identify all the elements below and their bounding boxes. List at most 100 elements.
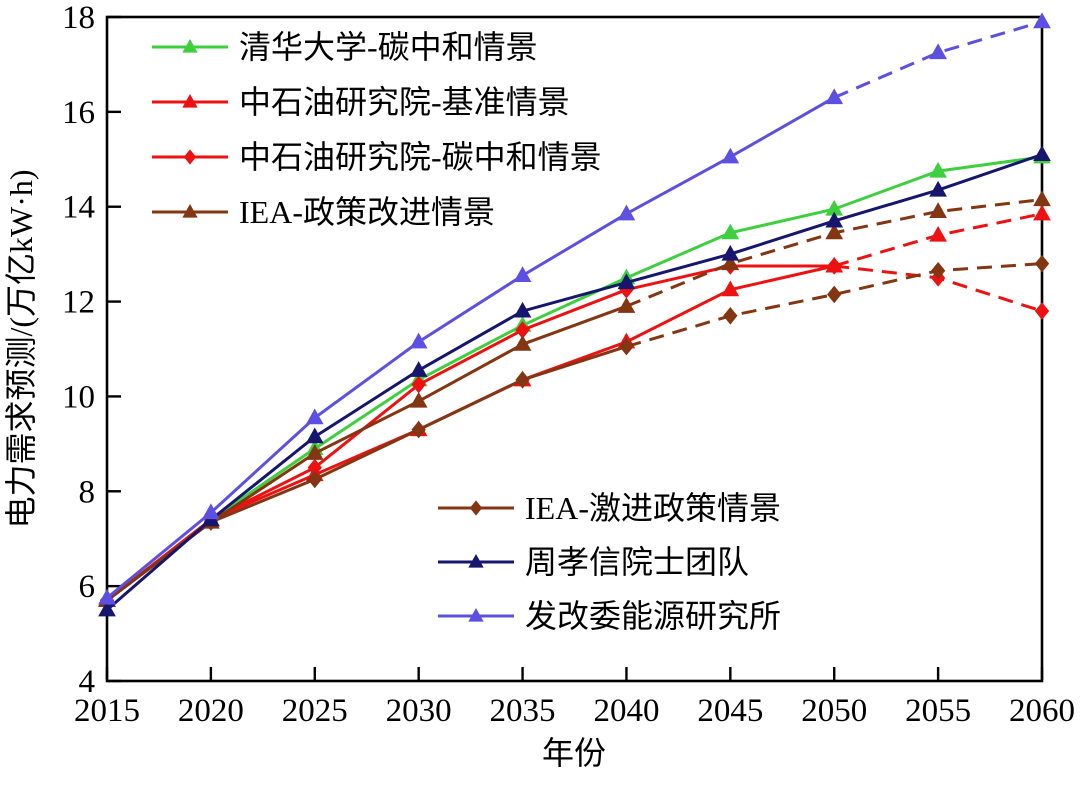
legend-bottom: IEA-激进政策情景 周孝信院士团队 发改委能源研究所 [436, 481, 781, 643]
diamond-marker [469, 500, 483, 516]
triangle-marker [825, 88, 844, 105]
triangle-marker [1033, 12, 1051, 29]
triangle-marker [513, 335, 532, 351]
legend-item-iea-policy: IEA-政策改进情景 [150, 184, 602, 239]
x-tick-label: 2050 [801, 693, 867, 729]
triangle-marker [929, 161, 947, 178]
triangle-marker [929, 225, 947, 242]
triangle-marker [721, 280, 740, 297]
series-line-dashed [625, 262, 1043, 349]
legend-label: 发改委能源研究所 [525, 598, 782, 634]
diamond-marker [1034, 254, 1050, 273]
legend-line-sample [152, 38, 228, 53]
y-tick-label: 12 [62, 285, 95, 321]
legend-line-sample [152, 148, 228, 165]
y-tick-label: 8 [79, 474, 96, 510]
y-tick-label: 16 [62, 95, 95, 131]
triangle-marker [98, 588, 116, 605]
triangle-marker [513, 301, 532, 318]
legend-label: 周孝信院士团队 [525, 544, 750, 580]
triangle-marker [305, 444, 324, 460]
triangle-marker [409, 332, 428, 349]
triangle-marker [721, 244, 740, 261]
triangle-marker [182, 203, 198, 218]
triangle-marker [409, 391, 428, 408]
triangle-marker [305, 427, 324, 444]
diamond-marker [723, 307, 738, 325]
legend-line-sample [152, 203, 228, 218]
triangle-marker [468, 608, 484, 622]
legend-item-cnpc-baseline: 中石油研究院-基准情景 [150, 74, 602, 129]
x-tick-label: 2025 [282, 693, 348, 729]
triangle-marker [1033, 145, 1051, 162]
triangle-marker [513, 266, 532, 282]
legend-item-iea-radical: IEA-激进政策情景 [436, 481, 781, 535]
diamond-marker [930, 261, 946, 280]
legend-line-sample [438, 608, 514, 622]
x-tick-label: 2020 [178, 693, 244, 729]
axis-frame [105, 15, 1044, 683]
diamond-marker [183, 148, 197, 165]
legend-item-ndrc: 发改委能源研究所 [436, 589, 781, 643]
diamond-marker [619, 337, 634, 356]
diamond-marker [827, 257, 842, 275]
triangle-marker [182, 93, 198, 108]
legend-label: IEA-激进政策情景 [525, 490, 781, 526]
triangle-marker [929, 202, 947, 218]
x-tick-label: 2045 [697, 693, 763, 729]
x-tick-label: 2035 [490, 693, 556, 729]
triangle-marker [1033, 190, 1051, 207]
triangle-marker [468, 554, 484, 568]
legend-label: 中石油研究院-碳中和情景 [239, 138, 602, 175]
legend-top: 清华大学-碳中和情景 中石油研究院-基准情景 中石油研究院-碳中和情景 IEA-… [150, 19, 602, 239]
diamond-marker [307, 470, 322, 489]
series-6 [98, 12, 1051, 605]
series-line-dashed [833, 20, 1043, 99]
legend-label: 清华大学-碳中和情景 [239, 28, 538, 65]
x-axis-title: 年份 [542, 735, 606, 771]
triangle-marker [1033, 204, 1051, 221]
triangle-marker [721, 254, 740, 271]
plot-area: 4 6 8 10 12 14 16 18 2015 2020 2025 2030 2035 2040 204… [62, 0, 1075, 729]
series-line-solid [106, 153, 1043, 612]
triangle-marker [825, 223, 844, 240]
triangle-marker [305, 408, 324, 425]
legend-line-sample [438, 554, 514, 568]
y-tick-label: 6 [79, 569, 96, 605]
legend-item-zhouxiaoxin: 周孝信院士团队 [436, 535, 781, 589]
triangle-marker [721, 147, 740, 164]
triangle-marker [617, 273, 636, 290]
series-5 [98, 145, 1051, 617]
triangle-marker [409, 361, 428, 377]
triangle-marker [98, 600, 116, 617]
triangle-marker [825, 211, 844, 228]
x-tick-label: 2040 [593, 693, 659, 729]
x-tick-label: 2060 [1009, 693, 1075, 729]
x-tick-label: 2055 [905, 693, 971, 729]
y-tick-label: 10 [62, 379, 95, 415]
legend-item-cnpc-carbon-neutral: 中石油研究院-碳中和情景 [150, 129, 602, 184]
series-line-solid [106, 96, 835, 600]
legend-line-sample [438, 500, 514, 516]
triangle-marker [929, 43, 947, 60]
legend-line-sample [152, 93, 228, 108]
diamond-marker [411, 420, 426, 439]
diamond-marker [827, 285, 842, 304]
triangle-marker [721, 223, 740, 240]
diamond-marker [515, 371, 530, 389]
diamond-marker [1034, 302, 1050, 320]
triangle-marker [929, 180, 947, 197]
triangle-marker [202, 503, 220, 520]
y-tick-label: 18 [62, 0, 95, 36]
y-axis-title: 电力需求预测/(万亿kW·h) [3, 169, 39, 528]
triangle-marker [182, 38, 198, 53]
legend-item-qinghua: 清华大学-碳中和情景 [150, 19, 602, 74]
triangle-marker [617, 297, 636, 313]
series-line-solid [106, 155, 1043, 602]
x-tick-label: 2015 [74, 693, 140, 729]
triangle-marker [617, 204, 636, 221]
legend-label: 中石油研究院-基准情景 [239, 83, 570, 120]
x-tick-label: 2030 [386, 693, 452, 729]
